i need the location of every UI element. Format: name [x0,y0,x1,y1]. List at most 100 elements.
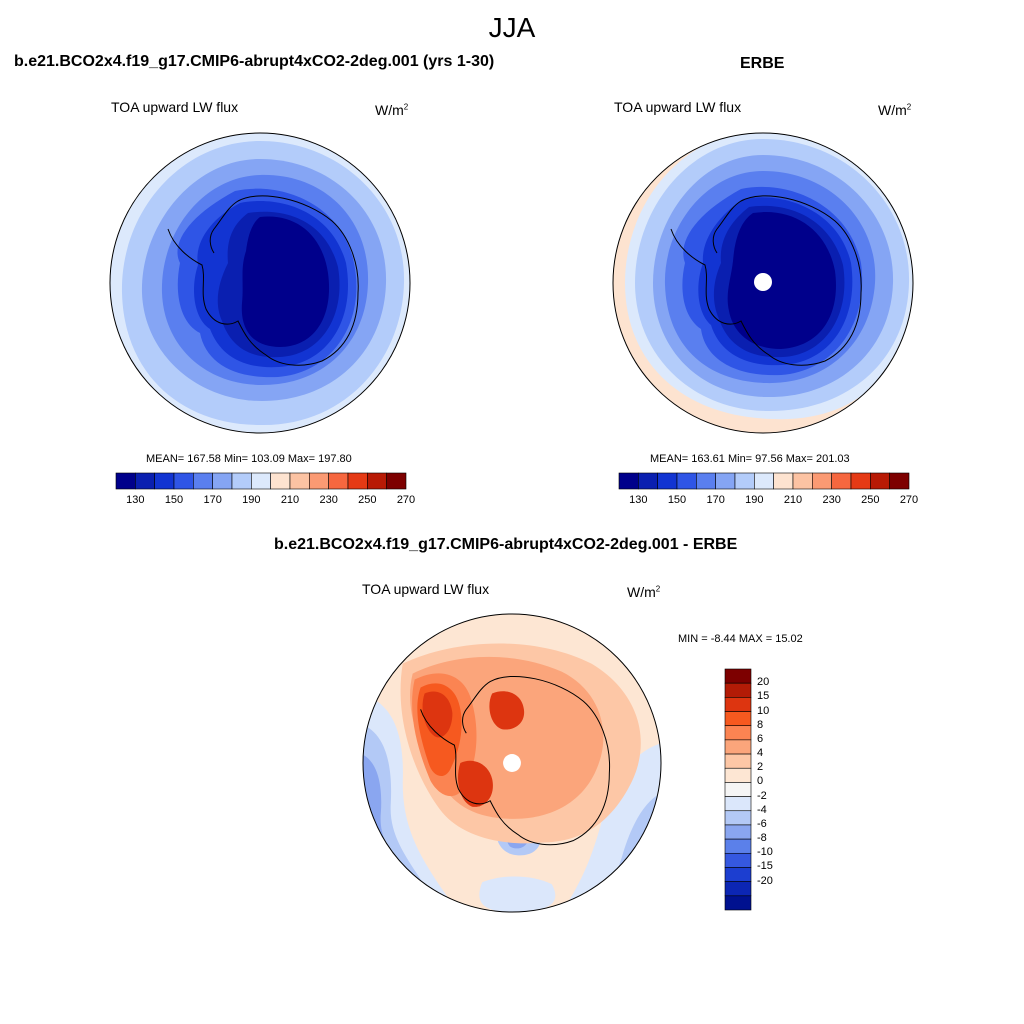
figure-title: JJA [488,12,536,43]
obs-colorbar-swatch [831,472,852,490]
diff-colorbar-swatch [724,782,752,797]
diff-colorbar-swatch [724,838,752,854]
obs-variable-label: TOA upward LW flux [614,99,742,115]
diff-colorbar-tick-label: 2 [757,761,764,774]
model-colorbar-tick-label: 190 [242,494,261,506]
diff-colorbar [724,668,752,911]
diff-stats: MIN = -8.44 MAX = 15.02 [678,633,803,645]
diff-polar-map [362,613,662,913]
model-colorbar-swatch [251,472,271,490]
model-colorbar-swatch [289,472,310,490]
obs-colorbar-swatch [870,472,890,490]
diff-colorbar-swatch [724,711,752,727]
model-colorbar [115,472,407,490]
diff-colorbar-tick-label: -4 [757,803,767,816]
obs-colorbar-swatch [792,472,813,490]
obs-units-label: W/m2 [878,102,912,118]
obs-stats: MEAN= 163.61 Min= 97.56 Max= 201.03 [650,453,850,465]
obs-colorbar-swatch [889,472,910,490]
diff-colorbar-swatch [724,739,752,755]
model-colorbar-swatch [328,472,349,490]
model-colorbar-swatch [270,472,291,490]
obs-colorbar-tick-label: 250 [861,494,880,506]
model-colorbar-swatch [386,472,407,490]
diff-map-pos-10c [489,691,525,730]
obs-colorbar-swatch [657,472,678,490]
diff-colorbar-tick-label: -8 [757,832,767,845]
diff-colorbar-tick-label: -15 [757,860,773,873]
diff-colorbar-tick-label: 6 [757,732,764,745]
diff-units-label: W/m2 [627,584,661,600]
diff-colorbar-tick-label: 15 [757,690,770,703]
obs-colorbar-swatch [638,472,658,490]
obs-colorbar-tick-label: 190 [745,494,764,506]
obs-colorbar-tick-label: 210 [783,494,803,506]
model-colorbar-swatch [212,472,233,490]
model-colorbar-swatch [154,472,175,490]
model-colorbar-swatch [115,472,136,490]
obs-colorbar-swatch [676,472,697,490]
obs-colorbar-tick-label: 130 [629,494,648,506]
model-colorbar-swatch [193,472,213,490]
model-colorbar-swatch [367,472,387,490]
diff-colorbar-ticks: 20 15 10 8 6 4 2 0 -2 -4 -6 -8 -10 -15 -20 [757,669,797,910]
diff-colorbar-tick-label: -10 [757,846,773,859]
diff-variable-label: TOA upward LW flux [362,581,490,597]
obs-panel-heading: ERBE [740,55,785,72]
model-coastline [167,195,359,366]
model-colorbar-tick-label: 270 [396,494,416,506]
obs-coastline [670,195,862,366]
diff-colorbar-swatch [724,810,752,826]
model-colorbar-tick-label: 170 [203,494,222,506]
diff-colorbar-swatch [724,867,752,882]
obs-colorbar-ticks: 130 150 170 190 210 230 250 270 [619,494,918,508]
obs-colorbar-tick-label: 230 [822,494,841,506]
obs-colorbar-swatch [812,472,832,490]
model-polar-map [109,132,411,434]
diff-colorbar-swatch [724,767,752,783]
obs-missing-pole [754,273,772,291]
obs-colorbar-swatch [850,472,871,490]
diff-panel-heading: b.e21.BCO2x4.f19_g17.CMIP6-abrupt4xCO2-2… [274,536,738,553]
model-colorbar-swatch [135,472,155,490]
obs-colorbar-swatch [715,472,736,490]
diff-colorbar-swatch [724,881,752,897]
obs-colorbar-tick-label: 270 [899,494,919,506]
diff-map-neg-south [479,876,556,912]
diff-colorbar-tick-label: 4 [757,747,764,760]
diff-colorbar-tick-label: 10 [757,704,770,717]
model-stats: MEAN= 167.58 Min= 103.09 Max= 197.80 [146,453,352,465]
obs-colorbar-swatch [754,472,774,490]
model-colorbar-tick-label: 130 [126,494,145,506]
model-colorbar-swatch [309,472,329,490]
obs-colorbar-swatch [773,472,794,490]
model-colorbar-ticks: 130 150 170 190 210 230 250 270 [116,494,415,508]
diff-colorbar-swatch [724,668,752,684]
diff-colorbar-swatch [724,697,752,712]
model-colorbar-swatch [173,472,194,490]
diff-coastline [420,675,611,846]
obs-colorbar-swatch [696,472,716,490]
diff-colorbar-swatch [724,796,752,812]
diff-colorbar-swatch [724,895,752,911]
diff-colorbar-tick-label: 20 [757,676,770,689]
model-units-label: W/m2 [375,102,409,118]
diff-colorbar-swatch [724,852,752,868]
obs-polar-map [612,132,914,434]
diff-colorbar-tick-label: -6 [757,817,767,830]
model-colorbar-tick-label: 230 [319,494,338,506]
diff-colorbar-swatch [724,753,752,769]
obs-map-core [727,212,836,349]
diff-missing-pole [503,754,521,772]
diff-colorbar-tick-label: 8 [757,718,764,731]
obs-colorbar-swatch [734,472,755,490]
model-panel-heading: b.e21.BCO2x4.f19_g17.CMIP6-abrupt4xCO2-2… [14,53,495,70]
model-colorbar-tick-label: 250 [358,494,377,506]
model-colorbar-tick-label: 210 [280,494,300,506]
model-colorbar-swatch [347,472,368,490]
diff-colorbar-tick-label: 0 [757,775,764,788]
obs-colorbar [618,472,910,490]
model-colorbar-tick-label: 150 [164,494,184,506]
model-map-core [241,216,330,347]
model-colorbar-swatch [231,472,252,490]
